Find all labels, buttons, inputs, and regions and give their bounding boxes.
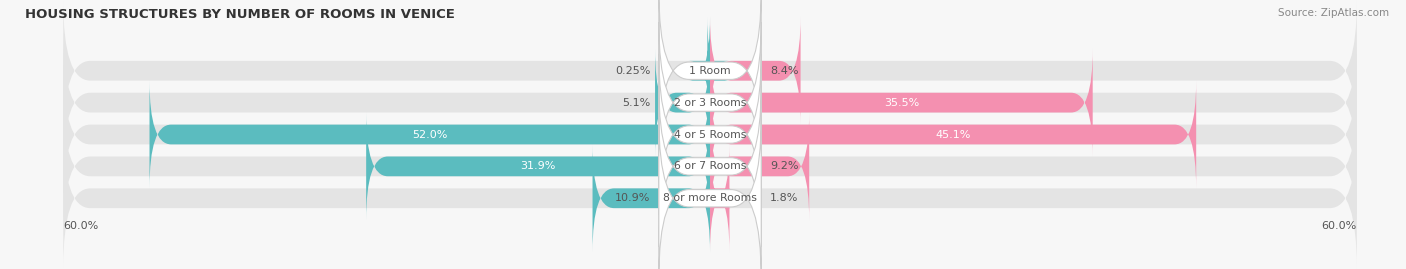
Text: HOUSING STRUCTURES BY NUMBER OF ROOMS IN VENICE: HOUSING STRUCTURES BY NUMBER OF ROOMS IN…	[25, 8, 456, 21]
Text: 2 or 3 Rooms: 2 or 3 Rooms	[673, 98, 747, 108]
FancyBboxPatch shape	[659, 86, 761, 247]
Text: 31.9%: 31.9%	[520, 161, 555, 171]
FancyBboxPatch shape	[689, 17, 728, 125]
Text: 1.8%: 1.8%	[770, 193, 799, 203]
FancyBboxPatch shape	[710, 49, 1092, 157]
Text: 10.9%: 10.9%	[614, 193, 650, 203]
FancyBboxPatch shape	[659, 22, 761, 183]
FancyBboxPatch shape	[63, 65, 1357, 204]
FancyBboxPatch shape	[707, 144, 731, 252]
Text: 8 or more Rooms: 8 or more Rooms	[664, 193, 756, 203]
FancyBboxPatch shape	[710, 112, 810, 220]
Text: 60.0%: 60.0%	[63, 221, 98, 231]
FancyBboxPatch shape	[63, 97, 1357, 236]
Text: 4 or 5 Rooms: 4 or 5 Rooms	[673, 129, 747, 140]
FancyBboxPatch shape	[710, 17, 800, 125]
FancyBboxPatch shape	[149, 81, 710, 188]
Text: 0.25%: 0.25%	[614, 66, 650, 76]
FancyBboxPatch shape	[655, 49, 710, 157]
Text: 60.0%: 60.0%	[1322, 221, 1357, 231]
Text: 5.1%: 5.1%	[621, 98, 650, 108]
FancyBboxPatch shape	[710, 81, 1197, 188]
Text: 1 Room: 1 Room	[689, 66, 731, 76]
Text: Source: ZipAtlas.com: Source: ZipAtlas.com	[1278, 8, 1389, 18]
FancyBboxPatch shape	[63, 1, 1357, 141]
Text: 45.1%: 45.1%	[935, 129, 970, 140]
FancyBboxPatch shape	[63, 33, 1357, 172]
FancyBboxPatch shape	[659, 54, 761, 215]
Text: 9.2%: 9.2%	[770, 161, 799, 171]
FancyBboxPatch shape	[366, 112, 710, 220]
Text: 8.4%: 8.4%	[770, 66, 799, 76]
Text: 35.5%: 35.5%	[884, 98, 920, 108]
Text: 6 or 7 Rooms: 6 or 7 Rooms	[673, 161, 747, 171]
FancyBboxPatch shape	[592, 144, 710, 252]
Text: 52.0%: 52.0%	[412, 129, 447, 140]
FancyBboxPatch shape	[63, 128, 1357, 268]
FancyBboxPatch shape	[659, 118, 761, 269]
FancyBboxPatch shape	[659, 0, 761, 151]
